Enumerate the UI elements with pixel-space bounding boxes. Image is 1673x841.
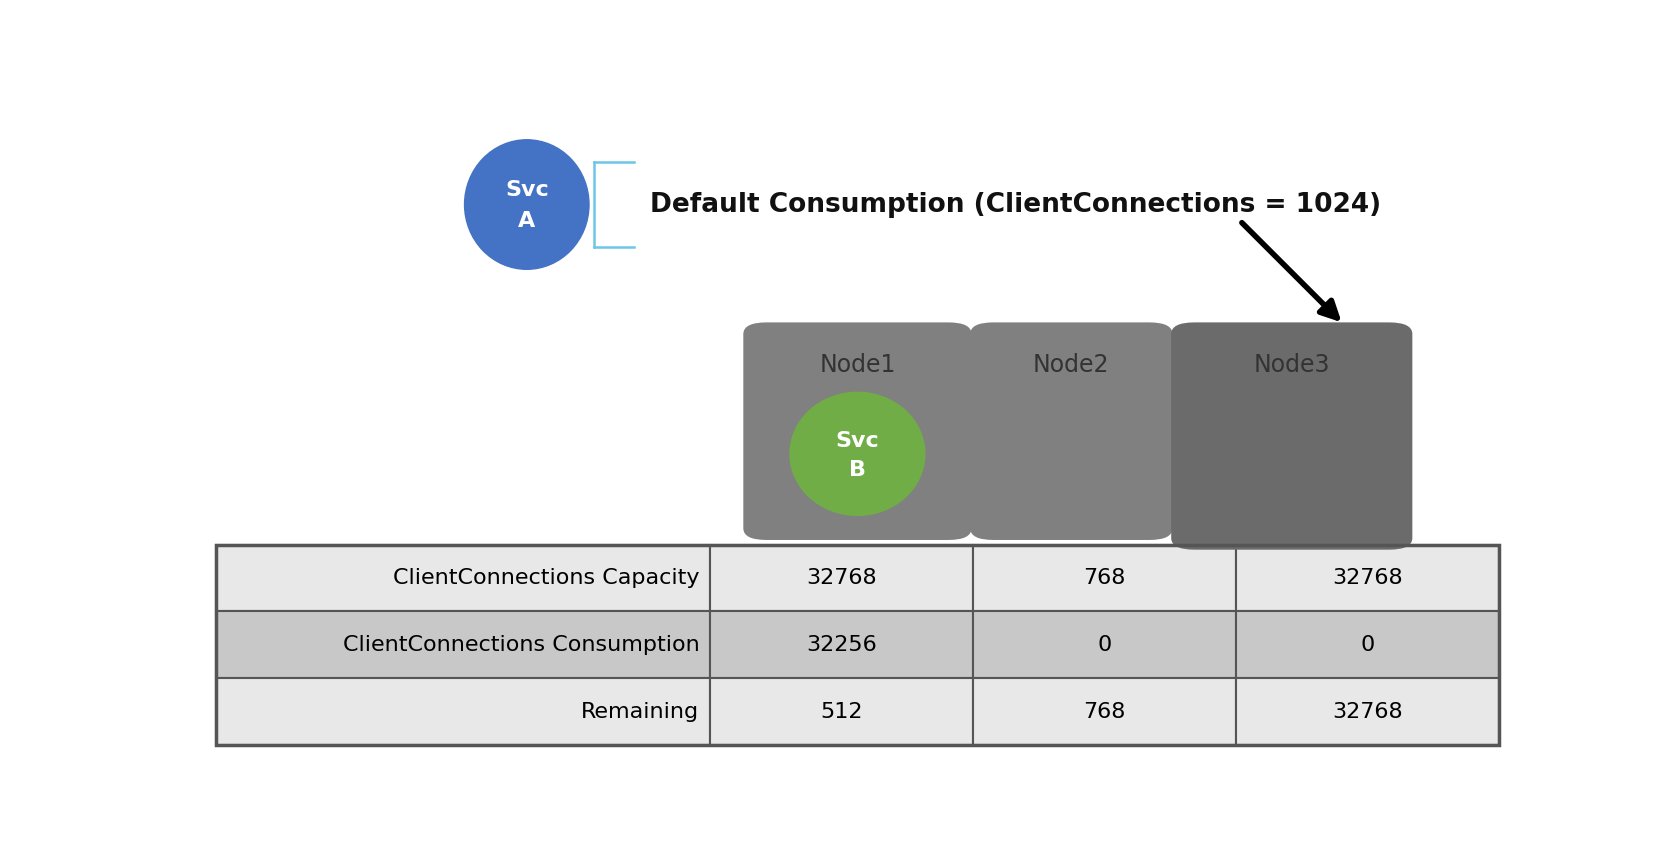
Text: 32768: 32768: [806, 568, 877, 588]
Text: 0: 0: [1360, 635, 1375, 655]
Text: 512: 512: [820, 701, 863, 722]
FancyBboxPatch shape: [743, 322, 972, 540]
Bar: [709, 679, 974, 745]
Text: 32768: 32768: [1332, 701, 1404, 722]
Text: Remaining: Remaining: [581, 701, 699, 722]
Text: Node3: Node3: [1253, 353, 1330, 378]
Ellipse shape: [790, 392, 925, 516]
Bar: [1236, 679, 1499, 745]
Text: Node2: Node2: [1034, 353, 1109, 378]
Text: Svc: Svc: [835, 431, 880, 451]
Text: A: A: [519, 211, 535, 230]
Bar: [216, 544, 709, 611]
Bar: [216, 679, 709, 745]
Text: ClientConnections Consumption: ClientConnections Consumption: [343, 635, 699, 655]
Bar: [974, 544, 1236, 611]
Bar: [709, 611, 974, 679]
Bar: [1236, 611, 1499, 679]
Text: ClientConnections Capacity: ClientConnections Capacity: [393, 568, 699, 588]
Text: B: B: [848, 460, 867, 480]
Text: Default Consumption (ClientConnections = 1024): Default Consumption (ClientConnections =…: [649, 192, 1382, 218]
Text: Node1: Node1: [820, 353, 895, 378]
FancyBboxPatch shape: [1171, 322, 1412, 550]
Bar: [974, 679, 1236, 745]
Text: 0: 0: [1097, 635, 1111, 655]
Bar: [974, 611, 1236, 679]
Bar: [1236, 544, 1499, 611]
Text: 32256: 32256: [806, 635, 877, 655]
Text: Svc: Svc: [505, 180, 549, 200]
Ellipse shape: [465, 140, 589, 269]
Text: 768: 768: [1084, 701, 1126, 722]
Text: 768: 768: [1084, 568, 1126, 588]
Bar: [216, 544, 1499, 745]
Bar: [709, 544, 974, 611]
Bar: [216, 611, 709, 679]
FancyBboxPatch shape: [970, 322, 1173, 540]
Text: 32768: 32768: [1332, 568, 1404, 588]
